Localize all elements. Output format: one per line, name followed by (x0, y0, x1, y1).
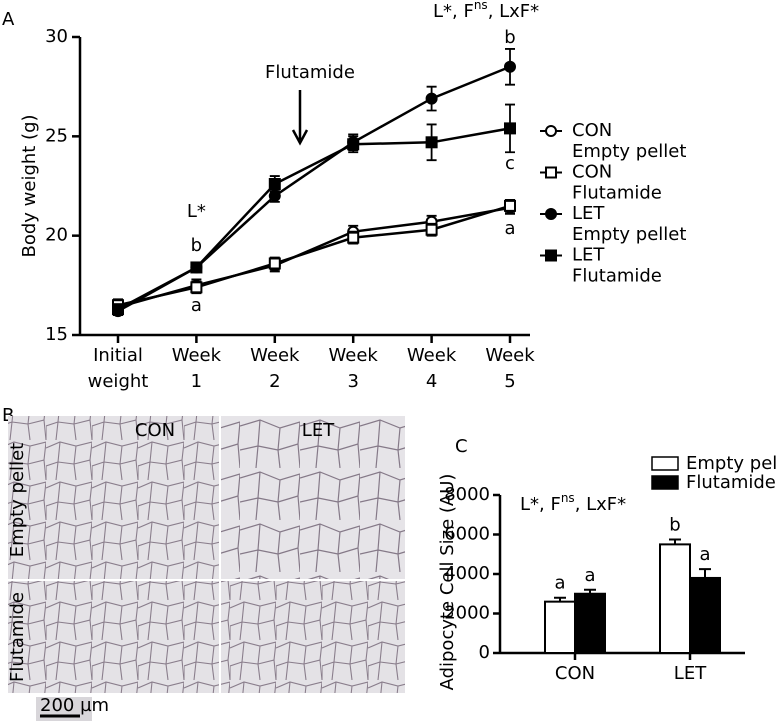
x-tick-label: Week 4 (407, 345, 457, 392)
significance-letter: a (554, 573, 565, 594)
marker (545, 249, 557, 262)
micrograph (8, 581, 219, 693)
y-tick-label: 30 (45, 26, 68, 47)
y-axis-label: Adipocyte Cell Size (AU) (437, 474, 458, 691)
marker (347, 231, 360, 244)
marker (504, 60, 516, 73)
stats-label: L*, Fns, LxF* (433, 0, 539, 22)
bar (544, 600, 576, 655)
x-tick-label: Week 5 (485, 345, 535, 392)
row-label: Flutamide (7, 592, 28, 682)
significance-letter: a (584, 565, 595, 586)
x-tick-label: LET (674, 663, 707, 684)
annotation: Flutamide (265, 62, 355, 83)
series-line (117, 206, 511, 309)
y-axis-label: Body weight (g) (19, 114, 40, 257)
x-tick-label: CON (555, 663, 595, 684)
annotation: b (504, 27, 515, 48)
micrograph (221, 581, 405, 693)
series-line (117, 127, 511, 311)
y-tick-label: 25 (45, 125, 68, 146)
legend-label: Empty pellet (686, 453, 777, 474)
column-label: CON (135, 420, 175, 441)
marker (112, 303, 124, 316)
stats-superscript: ns (474, 0, 488, 12)
arrow (291, 90, 309, 146)
bar (659, 543, 691, 654)
row-label: Empty pellet (7, 443, 28, 557)
y-tick-label: 4000 (444, 563, 490, 584)
series-line (117, 65, 511, 313)
legend-swatch (651, 475, 679, 490)
x-tick-label: Week 1 (172, 345, 222, 392)
marker (347, 138, 360, 151)
y-tick-label: 15 (45, 324, 68, 345)
legend-label: CON Flutamide (572, 162, 662, 204)
y-tick-label: 6000 (444, 524, 490, 545)
stats-label: L*, Fns, LxF* (520, 491, 626, 516)
stats-part: L*, F (433, 1, 474, 22)
marker (504, 199, 516, 212)
x-tick-label: Week 2 (250, 345, 300, 392)
x-tick-label: Week 3 (329, 345, 379, 392)
annotation: a (504, 218, 515, 239)
significance-letter: b (669, 514, 680, 535)
y-tick-label: 0 (479, 642, 490, 663)
bar (574, 592, 606, 654)
marker (268, 257, 281, 270)
marker (545, 208, 557, 220)
marker (425, 92, 438, 105)
stats-part: , LxF* (575, 494, 626, 515)
bar (689, 576, 721, 655)
y-tick-label: 20 (45, 225, 68, 246)
legend-label: Flutamide (686, 472, 776, 493)
series-line (117, 204, 511, 307)
series (112, 103, 562, 316)
y-tick-label: 8000 (444, 484, 490, 505)
error-bar (699, 568, 711, 578)
annotation: c (505, 153, 515, 174)
annotation: L* (187, 201, 206, 222)
marker (504, 122, 516, 135)
legend-label: CON Empty pellet (572, 120, 686, 162)
legend-swatch (651, 456, 679, 471)
marker (190, 261, 203, 274)
stats-part: , LxF* (488, 1, 539, 22)
marker (545, 166, 557, 179)
micrograph (8, 416, 219, 579)
legend-label: LET Empty pellet (572, 203, 686, 245)
annotation: b (191, 235, 202, 256)
marker (545, 125, 557, 137)
marker (268, 178, 281, 191)
marker (190, 281, 203, 294)
significance-letter: a (699, 544, 710, 565)
panel-label: C (455, 436, 468, 457)
y-tick-label: 2000 (444, 603, 490, 624)
annotation: a (191, 295, 202, 316)
stats-superscript: ns (561, 491, 575, 505)
micrograph (221, 416, 405, 579)
marker (425, 223, 438, 236)
marker (425, 136, 438, 149)
legend-label: LET Flutamide (572, 245, 662, 287)
series (112, 166, 562, 313)
column-label: LET (302, 420, 335, 441)
scale-bar-label: 200 µm (40, 695, 109, 716)
panel-label: A (2, 9, 15, 30)
stats-part: L*, F (520, 494, 561, 515)
x-tick-label: Initial weight (88, 345, 149, 392)
